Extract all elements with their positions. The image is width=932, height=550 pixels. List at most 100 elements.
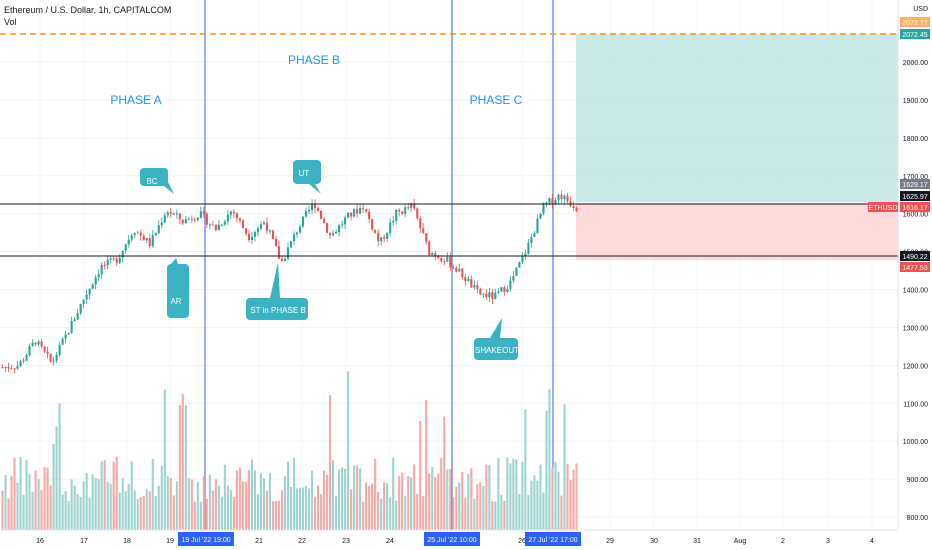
candle-body	[232, 211, 235, 214]
volume-bar	[31, 491, 34, 530]
profit-zone	[576, 34, 898, 202]
candle-body	[73, 319, 76, 322]
volume-bar	[265, 490, 269, 530]
volume-bar	[28, 474, 31, 530]
volume-bar	[419, 421, 422, 530]
volume-bar	[271, 501, 275, 530]
volume-bar	[371, 483, 374, 530]
candle-body	[298, 226, 302, 233]
candle-body	[530, 236, 533, 243]
volume-bars	[1, 371, 578, 530]
candle-body	[512, 275, 515, 281]
volume-bar	[316, 485, 320, 530]
volume-bar	[494, 501, 497, 530]
candle-body	[371, 219, 374, 230]
volume-bar	[431, 466, 434, 530]
candle-body	[307, 209, 311, 212]
candle-body	[323, 218, 326, 224]
time-tick-label: 17	[80, 538, 88, 545]
candle-body	[289, 241, 293, 248]
volume-bar	[73, 485, 76, 530]
candle-body	[238, 218, 241, 221]
candle-body	[208, 224, 211, 226]
volume-bar	[485, 464, 488, 530]
candle-body	[446, 256, 449, 262]
candle-body	[154, 232, 157, 236]
volume-bar	[130, 461, 133, 530]
volume-bar	[148, 491, 151, 530]
candle-body	[31, 342, 34, 347]
volume-bar	[238, 467, 241, 530]
candle-body	[70, 321, 73, 333]
volume-bar	[551, 467, 554, 530]
badge-upper-resistance: 1629.17	[900, 179, 930, 189]
candle-body	[503, 287, 506, 293]
time-tick-label: 24	[386, 538, 394, 545]
candle-body	[497, 291, 500, 293]
candle-body	[301, 216, 305, 227]
price-tick-label: 1100.00	[903, 401, 928, 408]
candle-body	[368, 211, 371, 220]
time-tick-label: 21	[255, 538, 263, 545]
candle-body	[76, 313, 79, 320]
candle-body	[118, 257, 121, 264]
volume-bar	[437, 473, 440, 530]
candle-body	[467, 279, 470, 282]
candle-body	[268, 230, 272, 232]
volume-bar	[332, 460, 335, 530]
volume-bar	[10, 476, 13, 530]
candle-body	[55, 354, 58, 361]
candle-body	[344, 217, 347, 225]
volume-bar	[232, 496, 235, 530]
candle-body	[292, 234, 296, 242]
candle-body	[419, 218, 422, 229]
candle-body	[515, 267, 518, 276]
candle-body	[395, 210, 398, 221]
volume-bar	[289, 487, 293, 530]
candle-body	[190, 218, 193, 220]
volume-bar	[548, 389, 551, 530]
volume-bar	[268, 473, 272, 530]
time-tick-label: 30	[650, 538, 658, 545]
callout-bc: BC	[140, 168, 174, 194]
callout-ut-text: UT	[299, 169, 310, 178]
volume-bar	[449, 468, 452, 530]
volume-bar	[103, 460, 106, 530]
candle-body	[256, 228, 259, 233]
candle-body	[253, 232, 256, 237]
volume-bar	[40, 489, 43, 530]
volume-bar	[350, 489, 353, 530]
candle-body	[521, 255, 524, 263]
candle-body	[28, 346, 31, 356]
badge-target-top: 2072.77	[900, 17, 930, 27]
volume-label: Vol	[4, 17, 17, 27]
candle-body	[112, 258, 115, 260]
volume-bar	[121, 478, 124, 530]
candle-body	[286, 247, 290, 259]
badge-target: 2072.45	[900, 29, 930, 39]
candle-body	[410, 203, 413, 209]
candle-body	[217, 224, 220, 231]
volume-bar	[443, 416, 446, 530]
candle-body	[310, 203, 314, 210]
volume-bar	[392, 457, 395, 530]
time-tick-label: 26	[518, 538, 526, 545]
volume-bar	[43, 466, 46, 530]
volume-bar	[145, 489, 148, 530]
volume-bar	[542, 492, 545, 530]
candle-body	[13, 368, 16, 370]
candle-body	[49, 353, 52, 362]
candle-body	[214, 224, 217, 231]
volume-bar	[283, 476, 287, 530]
candle-body	[4, 366, 7, 368]
candle-body	[106, 259, 109, 266]
candle-body	[151, 235, 154, 246]
volume-bar	[262, 478, 266, 530]
candle-body	[247, 233, 250, 241]
candle-body	[127, 239, 130, 245]
volume-bar	[163, 389, 166, 530]
volume-bar	[560, 495, 563, 530]
candle-body	[365, 209, 368, 212]
phase-a-label: PHASE A	[110, 93, 161, 107]
